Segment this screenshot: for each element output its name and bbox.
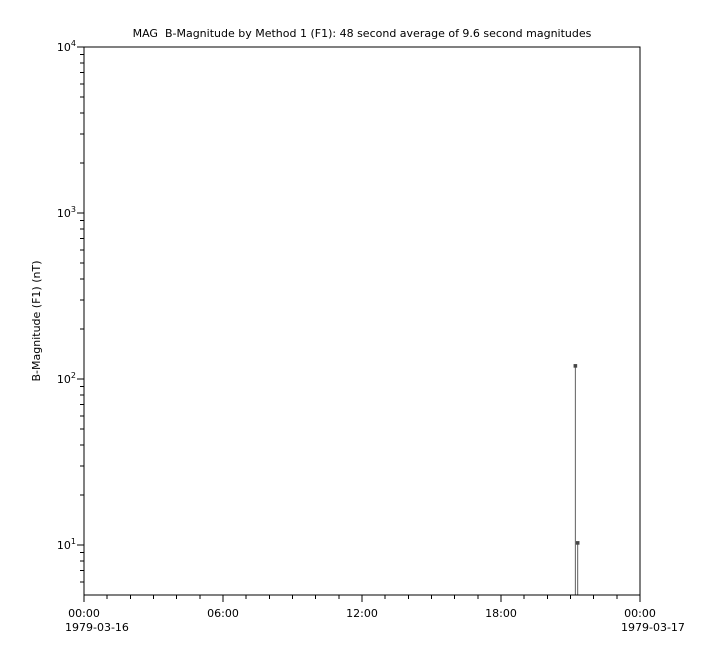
x-tick-label: 06:00 [207,607,239,620]
x-tick-label: 00:00 [624,607,656,620]
data-series [573,364,580,595]
plot-frame [83,46,641,596]
y-tick-label: 102 [57,371,76,386]
y-axis-label: B-Magnitude (F1) (nT) [30,261,43,382]
data-point-marker [575,541,580,545]
y-axis: 101 102 103 104 [57,39,84,583]
y-tick-label: 104 [57,39,76,54]
data-point-marker [573,364,578,368]
x-tick-label: 18:00 [485,607,517,620]
y-tick-label: 101 [57,537,76,552]
x-start-date-label: 1979-03-16 [65,621,129,634]
x-tick-label: 12:00 [346,607,378,620]
x-end-date-label: 1979-03-17 [621,621,685,634]
chart-title: MAG B-Magnitude by Method 1 (F1): 48 sec… [132,27,592,40]
y-tick-label: 103 [57,205,76,220]
x-tick-label: 00:00 [68,607,100,620]
